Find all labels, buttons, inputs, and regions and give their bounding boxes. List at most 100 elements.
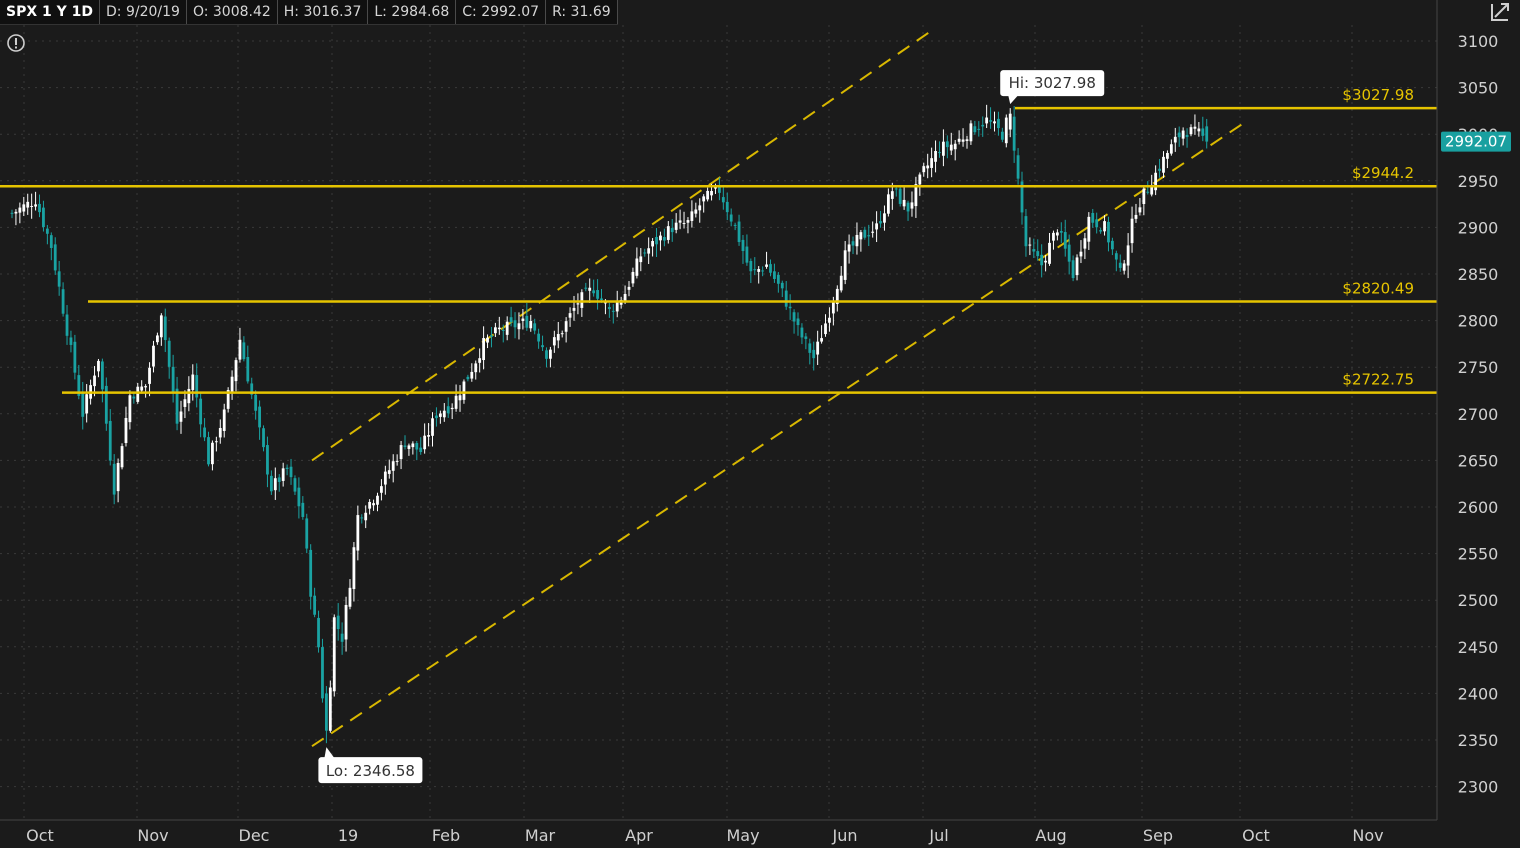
candle-body xyxy=(289,466,293,478)
candle xyxy=(450,403,454,420)
candle-body xyxy=(572,307,576,311)
candle-body xyxy=(556,334,560,341)
symbol-label[interactable]: SPX 1 Y 1D xyxy=(0,0,101,24)
x-tick-label: Jun xyxy=(832,826,858,845)
candle xyxy=(1205,118,1209,149)
candle xyxy=(883,205,886,231)
candle-body xyxy=(580,292,584,308)
candle-body xyxy=(30,205,34,207)
alert-circle-icon[interactable] xyxy=(6,33,26,53)
candle-body xyxy=(647,248,651,254)
candle xyxy=(843,240,847,285)
candle xyxy=(458,385,462,412)
candle-body xyxy=(497,327,501,330)
candle xyxy=(301,496,305,520)
candle-body xyxy=(395,460,399,462)
candle xyxy=(49,232,53,261)
candle xyxy=(1095,212,1099,234)
candle xyxy=(702,194,706,213)
candle-body xyxy=(262,428,265,448)
candle xyxy=(380,479,383,501)
candle xyxy=(757,266,761,284)
candle-body xyxy=(38,203,41,213)
candle-body xyxy=(368,501,372,509)
candle xyxy=(344,596,348,652)
candle xyxy=(195,363,199,408)
collapse-arrow-icon[interactable] xyxy=(1488,0,1514,24)
candle-body xyxy=(922,166,926,173)
candle xyxy=(922,162,926,177)
candle xyxy=(1185,128,1189,148)
candle-body xyxy=(120,446,124,468)
candle xyxy=(360,514,364,524)
candle xyxy=(1063,219,1067,257)
candle-body xyxy=(85,394,89,414)
x-tick-label: Mar xyxy=(525,826,556,845)
candle-body xyxy=(686,220,690,223)
candle-body xyxy=(230,376,234,393)
candle xyxy=(466,374,470,382)
candle-body xyxy=(246,356,250,382)
candle-body xyxy=(163,316,167,341)
candle-body xyxy=(604,302,607,304)
price-level-label: $2820.49 xyxy=(1342,280,1414,298)
candle xyxy=(403,435,407,450)
candle-body xyxy=(1083,238,1087,249)
candle xyxy=(1052,230,1055,250)
candle-body xyxy=(376,495,379,505)
candle xyxy=(490,326,493,348)
candle-body xyxy=(643,252,647,254)
x-tick-label: Oct xyxy=(26,826,54,845)
candle-body xyxy=(183,399,187,407)
candle xyxy=(1158,158,1161,178)
candle xyxy=(871,221,875,238)
x-tick-label: Oct xyxy=(1242,826,1270,845)
candle-body xyxy=(423,435,427,450)
candle xyxy=(1122,259,1126,275)
candle xyxy=(631,267,635,287)
candle-body xyxy=(1162,156,1165,173)
candle-body xyxy=(234,360,238,382)
candle xyxy=(808,338,812,365)
candle xyxy=(328,680,332,733)
candle-body xyxy=(816,341,820,355)
candle-body xyxy=(1177,132,1181,138)
candle-body xyxy=(285,467,289,469)
candle xyxy=(321,638,324,703)
candle-body xyxy=(470,371,474,379)
last-price-marker xyxy=(1441,131,1511,152)
candle-body xyxy=(737,221,741,243)
candle-body xyxy=(1114,253,1118,260)
candle-body xyxy=(148,367,151,384)
candle-body xyxy=(757,269,761,272)
candle-body xyxy=(226,390,230,409)
candle xyxy=(659,231,662,251)
candle xyxy=(568,307,572,327)
candle xyxy=(85,384,89,423)
candle-body xyxy=(140,386,144,391)
candle xyxy=(938,141,941,158)
candle xyxy=(18,202,22,224)
candle xyxy=(867,224,871,247)
annotations: 2992.07 Hi: 3027.98 Lo: 2346.58 xyxy=(318,70,1511,784)
candle-body xyxy=(159,315,163,338)
candle xyxy=(258,400,261,440)
candle xyxy=(678,209,682,230)
candle xyxy=(580,289,584,317)
candle-body xyxy=(851,241,855,246)
candle-body xyxy=(812,349,816,359)
candle-body xyxy=(415,443,419,450)
candle xyxy=(780,280,784,297)
candle-body xyxy=(454,395,458,409)
candle xyxy=(45,225,49,245)
candle-body xyxy=(305,518,309,549)
candle xyxy=(592,279,596,297)
x-tick-label: Apr xyxy=(625,826,653,845)
candle-body xyxy=(254,394,258,411)
candle-body xyxy=(191,374,195,390)
candle-body xyxy=(1075,257,1079,276)
candle xyxy=(651,238,654,257)
candle-body xyxy=(867,235,871,237)
candle-body xyxy=(600,298,603,301)
